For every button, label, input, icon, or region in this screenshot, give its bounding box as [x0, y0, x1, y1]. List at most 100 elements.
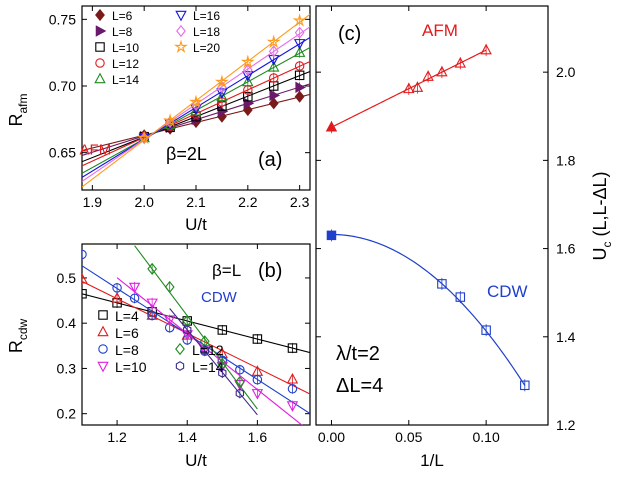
data-point: [455, 292, 466, 302]
data-point: [82, 272, 88, 284]
data-point: [268, 73, 279, 83]
x-tick-label: 0.00: [318, 429, 345, 445]
legend-marker: [98, 310, 108, 320]
data-point: [292, 13, 307, 27]
y-axis-title-sub: c: [600, 242, 614, 248]
y-tick-label: 0.3: [57, 360, 77, 376]
data-point: [240, 54, 255, 68]
data-point: [294, 70, 305, 81]
y-tick-label: 0.75: [49, 11, 76, 27]
y-tick-label: 0.2: [57, 406, 77, 422]
data-point: [242, 75, 254, 87]
data-point: [295, 81, 306, 94]
x-tick-label: 2.1: [186, 194, 206, 210]
panel-a: 1.9 2.0 2.1 2.2 2.3 0.65 0.70 0.75 L=6 L=8 L=10 L=1…: [6, 5, 311, 234]
y-tick-label: 0.70: [49, 78, 76, 94]
legend-label: L=20: [193, 41, 220, 55]
y-tick-label: 0.4: [57, 315, 77, 331]
y-axis-title: Rcdw: [6, 318, 30, 353]
y-tick-label: 0.65: [49, 145, 76, 161]
legend-label: L=8: [112, 25, 133, 39]
x-tick-label: 0.05: [395, 429, 422, 445]
y-axis-title-main: R: [6, 114, 26, 127]
data-point: [129, 293, 140, 304]
data-point: [480, 43, 492, 55]
y-tick-label: 0.5: [57, 270, 77, 286]
data-point: [268, 97, 279, 110]
panel-label: (a): [258, 149, 282, 171]
y-axis-title: Rafm: [6, 93, 30, 126]
fit-line: [134, 245, 258, 410]
legend-marker: [175, 342, 185, 356]
y-axis-title-sub: cdw: [16, 318, 30, 340]
data-point: [112, 283, 122, 293]
y-tick-label: 1.6: [556, 241, 576, 257]
data-point: [437, 279, 447, 289]
x-tick-label: 2.0: [134, 194, 154, 210]
y-axis-title-sub: afm: [16, 93, 30, 113]
y-axis-title: Uc (L,L-ΔL): [590, 171, 614, 260]
x-tick-label: 2.3: [290, 194, 310, 210]
legend-marker: [175, 361, 185, 371]
lambda-annotation: λ/t=2: [336, 343, 380, 365]
y-tick-label: 1.8: [556, 152, 576, 168]
legend-label: L=12: [112, 57, 139, 71]
x-tick-label: 1.9: [83, 194, 103, 210]
x-axis-title: U/t: [185, 451, 207, 470]
beta-annotation: β=L: [212, 261, 241, 280]
data-point: [146, 298, 158, 310]
afm-annotation: AFM: [80, 142, 112, 159]
x-axis-title: U/t: [185, 215, 207, 234]
data-point: [294, 61, 305, 71]
legend-marker: [94, 72, 106, 84]
legend-marker: [95, 42, 105, 52]
legend-marker: [173, 39, 189, 53]
y-axis-title-main: U: [590, 248, 610, 261]
y-tick-label: 1.2: [556, 417, 576, 433]
data-point: [188, 94, 204, 108]
data-point: [216, 90, 228, 101]
legend-label: L=18: [193, 25, 220, 39]
legend-label: L=8: [115, 342, 139, 358]
fit-curve: [331, 233, 526, 386]
legend-label: L=16: [193, 9, 220, 23]
x-tick-label: 0.10: [473, 429, 500, 445]
legend-label: L=12: [192, 342, 224, 358]
data-point: [183, 325, 192, 335]
data-point: [242, 63, 253, 77]
legend-label: L=4: [115, 308, 139, 324]
legend-label: L=14: [192, 359, 224, 375]
afm-annotation: AFM: [422, 21, 458, 40]
series-lines-a: [82, 13, 310, 188]
data-point: [294, 90, 305, 103]
delta-l-annotation: ΔL=4: [336, 375, 383, 397]
data-point: [251, 389, 264, 400]
data-point: [266, 34, 281, 48]
legend-label: L=6: [115, 325, 139, 341]
panel-b: 1.2 1.4 1.6 0.2 0.3 0.4 0.5 L=4L=6L=8L=10 L=12L=…: [6, 243, 311, 470]
data-point: [164, 280, 175, 294]
plot-frame: [81, 243, 311, 426]
fit-line: [169, 308, 258, 416]
legend-marker: [98, 344, 108, 354]
data-point: [128, 282, 141, 294]
panel-label: (b): [258, 260, 282, 282]
data-point: [217, 105, 229, 118]
data-point: [403, 82, 415, 94]
data-point: [235, 388, 245, 399]
series-lines-c: [325, 43, 530, 392]
data-point: [137, 130, 152, 144]
panel-label: (c): [338, 23, 361, 45]
data-point: [252, 334, 263, 344]
legend-label: L=6: [112, 9, 133, 23]
data-point: [326, 230, 337, 241]
legend-label: L=10: [115, 359, 147, 375]
y-tick-label: 1.4: [556, 329, 576, 345]
legend-marker: [175, 10, 187, 22]
legend-marker: [95, 8, 105, 22]
data-point: [287, 343, 298, 353]
data-point: [422, 70, 434, 81]
legend-marker: [176, 24, 186, 38]
data-point: [436, 65, 448, 77]
